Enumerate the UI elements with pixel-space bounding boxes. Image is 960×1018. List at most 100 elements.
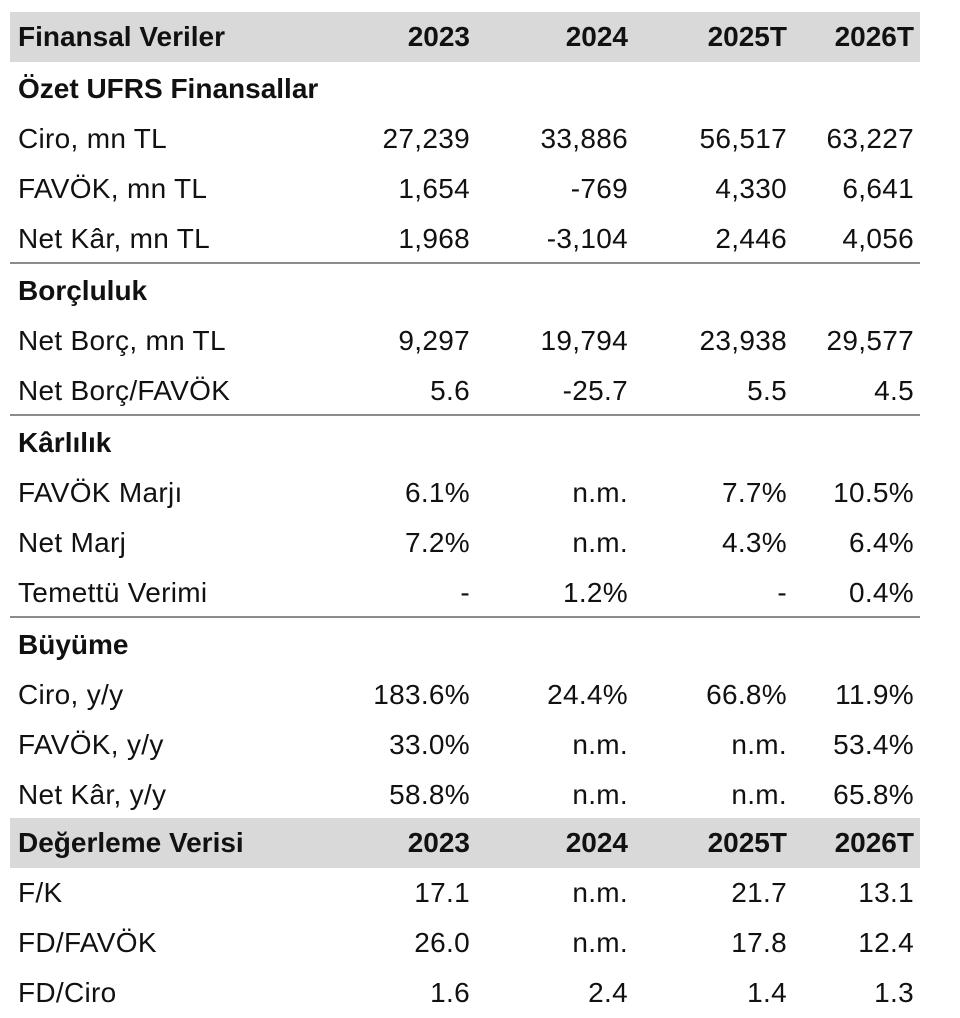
table-header: Finansal Veriler 2023 2024 2025T 2026T <box>10 12 920 62</box>
table-row: F/K 17.1 n.m. 21.7 13.1 <box>10 868 920 918</box>
row-value: 6.4% <box>848 527 914 558</box>
row-label: FD/FAVÖK <box>18 927 157 958</box>
section-title-text: Büyüme <box>18 629 129 660</box>
header-title: Finansal Veriler <box>18 21 225 52</box>
row-value: 21.7 <box>731 877 787 908</box>
row-value: 4.3% <box>721 527 787 558</box>
row-value: 23,938 <box>699 325 787 356</box>
section-divider <box>10 616 920 618</box>
row-value: 33,886 <box>540 123 628 154</box>
row-label: F/K <box>18 877 63 908</box>
section-title: Büyüme <box>10 620 920 670</box>
row-value: 1,968 <box>398 223 470 254</box>
row-value: 11.9% <box>835 679 914 710</box>
row-value: 33.0% <box>389 729 470 760</box>
row-value: 1.2% <box>562 577 628 608</box>
row-label: Net Kâr, y/y <box>18 779 167 810</box>
row-value: 17.1 <box>414 877 470 908</box>
row-label: FAVÖK Marjı <box>18 477 183 508</box>
row-value: 7.7% <box>721 477 787 508</box>
section-title-text: Kârlılık <box>18 427 112 458</box>
row-label: FD/Ciro <box>18 977 117 1008</box>
table-row: Net Kâr, y/y 58.8% n.m. n.m. 65.8% <box>10 770 920 820</box>
table-row: Net Borç, mn TL 9,297 19,794 23,938 29,5… <box>10 316 920 366</box>
row-value: 1.3 <box>874 977 914 1008</box>
row-value: -25.7 <box>562 375 628 406</box>
valuation-year-2026t: 2026T <box>834 827 914 858</box>
row-label: FAVÖK, y/y <box>18 729 164 760</box>
row-value: n.m. <box>572 527 628 558</box>
row-label: Ciro, y/y <box>18 679 124 710</box>
row-value: 4.5 <box>874 375 914 406</box>
section-divider <box>10 414 920 416</box>
row-label: Net Borç, mn TL <box>18 325 226 356</box>
row-label: Net Kâr, mn TL <box>18 223 210 254</box>
row-value: 6,641 <box>842 173 914 204</box>
row-value: 26.0 <box>414 927 470 958</box>
row-label: Temettü Verimi <box>18 577 208 608</box>
row-value: 58.8% <box>389 779 470 810</box>
valuation-title: Değerleme Verisi <box>18 827 244 858</box>
row-value: 63,227 <box>826 123 914 154</box>
row-value: 10.5% <box>833 477 914 508</box>
valuation-year-2025t: 2025T <box>707 827 787 858</box>
row-value: - <box>777 577 787 608</box>
table-row: Ciro, mn TL 27,239 33,886 56,517 63,227 <box>10 114 920 164</box>
row-value: 24.4% <box>547 679 628 710</box>
section-title: Kârlılık <box>10 418 920 468</box>
table-row: FAVÖK, mn TL 1,654 -769 4,330 6,641 <box>10 164 920 214</box>
row-value: 1.6 <box>430 977 470 1008</box>
section-title-text: Borçluluk <box>18 275 148 306</box>
table-row: FD/FAVÖK 26.0 n.m. 17.8 12.4 <box>10 918 920 968</box>
section-divider <box>10 262 920 264</box>
row-value: 5.5 <box>747 375 787 406</box>
row-value: - <box>460 577 470 608</box>
row-value: 7.2% <box>404 527 470 558</box>
table-row: Net Kâr, mn TL 1,968 -3,104 2,446 4,056 <box>10 214 920 264</box>
row-value: n.m. <box>572 729 628 760</box>
row-value: 56,517 <box>699 123 787 154</box>
row-value: 65.8% <box>833 779 914 810</box>
row-value: 12.4 <box>858 927 914 958</box>
table-row: Net Borç/FAVÖK 5.6 -25.7 5.5 4.5 <box>10 366 920 416</box>
row-value: 2.4 <box>588 977 628 1008</box>
table-row: FAVÖK Marjı 6.1% n.m. 7.7% 10.5% <box>10 468 920 518</box>
header-year-2024: 2024 <box>565 21 628 52</box>
section-title: Özet UFRS Finansallar <box>10 64 920 114</box>
row-label: Net Marj <box>18 527 127 558</box>
row-label: FAVÖK, mn TL <box>18 173 208 204</box>
table-row: FAVÖK, y/y 33.0% n.m. n.m. 53.4% <box>10 720 920 770</box>
row-value: 19,794 <box>540 325 628 356</box>
row-value: n.m. <box>572 877 628 908</box>
row-value: 9,297 <box>398 325 470 356</box>
row-value: 13.1 <box>858 877 914 908</box>
table-row: Net Marj 7.2% n.m. 4.3% 6.4% <box>10 518 920 568</box>
row-value: n.m. <box>572 927 628 958</box>
row-value: 29,577 <box>826 325 914 356</box>
valuation-year-2023: 2023 <box>407 827 470 858</box>
row-value: n.m. <box>572 779 628 810</box>
valuation-header: Değerleme Verisi 2023 2024 2025T 2026T <box>10 818 920 868</box>
row-value: 6.1% <box>404 477 470 508</box>
table-row: Ciro, y/y 183.6% 24.4% 66.8% 11.9% <box>10 670 920 720</box>
row-value: n.m. <box>731 729 787 760</box>
row-value: -3,104 <box>546 223 628 254</box>
row-value: n.m. <box>572 477 628 508</box>
row-value: 5.6 <box>430 375 470 406</box>
row-value: 17.8 <box>731 927 787 958</box>
row-value: 27,239 <box>382 123 470 154</box>
valuation-year-2024: 2024 <box>565 827 628 858</box>
section-title: Borçluluk <box>10 266 920 316</box>
row-value: -769 <box>570 173 628 204</box>
row-value: 2,446 <box>715 223 787 254</box>
row-label: Net Borç/FAVÖK <box>18 375 231 406</box>
section-title-text: Özet UFRS Finansallar <box>18 73 319 104</box>
row-value: 0.4% <box>848 577 914 608</box>
header-year-2025t: 2025T <box>707 21 787 52</box>
row-value: 183.6% <box>373 679 470 710</box>
table-row: Temettü Verimi - 1.2% - 0.4% <box>10 568 920 618</box>
table-row: FD/Ciro 1.6 2.4 1.4 1.3 <box>10 968 920 1018</box>
row-value: 1,654 <box>398 173 470 204</box>
row-value: 4,330 <box>715 173 787 204</box>
